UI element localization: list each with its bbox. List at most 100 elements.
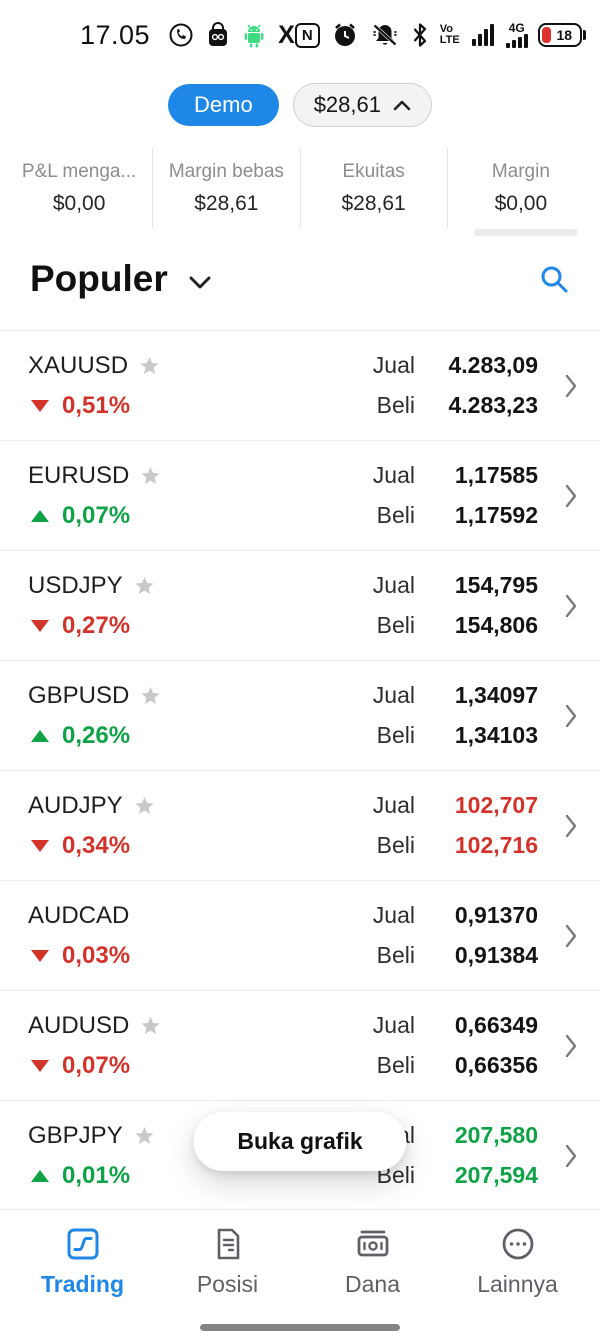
change-percent: 0,07% <box>62 1051 131 1079</box>
nav-lainnya[interactable]: Lainnya <box>445 1220 590 1340</box>
favorite-star-icon[interactable] <box>140 686 161 706</box>
nav-label: Dana <box>345 1271 400 1297</box>
balance-dropdown[interactable]: $28,61 <box>292 83 432 127</box>
search-icon <box>541 266 568 293</box>
chevron-up-icon <box>393 100 411 110</box>
alarm-icon <box>332 22 358 48</box>
trend-down-icon <box>31 949 49 962</box>
android-icon <box>242 22 266 49</box>
change-percent: 0,01% <box>62 1161 131 1189</box>
chevron-right-icon[interactable] <box>564 593 578 619</box>
chevron-right-icon[interactable] <box>564 373 578 399</box>
sell-price[interactable]: 4.283,09 <box>448 352 538 378</box>
chevron-right-icon[interactable] <box>564 1033 578 1059</box>
buy-label: Beli <box>376 502 415 528</box>
volte-icon: Vo LTE <box>439 23 460 46</box>
buy-price[interactable]: 1,34103 <box>454 722 538 748</box>
sell-price[interactable]: 0,66349 <box>454 1012 538 1038</box>
sell-price[interactable]: 154,795 <box>454 572 538 598</box>
watchlist: XAUUSD 0,51% Jual 4.283,09 Beli 4.283,23… <box>0 330 600 1210</box>
summary-value: $28,61 <box>341 191 406 215</box>
trend-down-icon <box>31 839 49 852</box>
buy-price[interactable]: 0,91384 <box>454 942 538 968</box>
home-indicator[interactable] <box>200 1324 400 1331</box>
account-header: Demo $28,61 <box>0 62 600 148</box>
instrument-row[interactable]: GBPUSD 0,26% Jual 1,34097 Beli 1,34103 <box>0 660 600 770</box>
instrument-row[interactable]: AUDCAD 0,03% Jual 0,91370 Beli 0,91384 <box>0 880 600 990</box>
nfc-icon: N <box>294 22 320 48</box>
search-button[interactable] <box>538 263 570 295</box>
account-summary: P&L menga... $0,00 Margin bebas $28,61 E… <box>0 148 600 236</box>
sell-price[interactable]: 0,91370 <box>454 902 538 928</box>
clock-time: 17.05 <box>80 19 151 50</box>
instrument-row[interactable]: USDJPY 0,27% Jual 154,795 Beli 154,806 <box>0 550 600 660</box>
bluetooth-icon <box>412 22 428 48</box>
nav-dana[interactable]: Dana <box>300 1220 445 1340</box>
buy-label: Beli <box>376 392 415 418</box>
symbol-name: AUDUSD <box>28 1011 130 1039</box>
trend-down-icon <box>31 619 49 632</box>
chevron-right-icon[interactable] <box>564 923 578 949</box>
summary-value: $28,61 <box>194 191 259 215</box>
status-bar: 17.05 X N Vo LTE 4G <box>0 0 600 62</box>
buy-price[interactable]: 4.283,23 <box>448 392 538 418</box>
instrument-row[interactable]: AUDJPY 0,34% Jual 102,707 Beli 102,716 <box>0 770 600 880</box>
buy-price[interactable]: 154,806 <box>454 612 538 638</box>
trend-up-icon <box>31 1169 49 1182</box>
symbol-name: USDJPY <box>28 571 123 599</box>
trend-down-icon <box>31 399 49 412</box>
buy-label: Beli <box>376 1052 415 1078</box>
summary-label: Margin <box>491 160 550 182</box>
chevron-right-icon[interactable] <box>564 1143 578 1169</box>
trading-icon <box>67 1228 98 1260</box>
buy-price[interactable]: 207,594 <box>454 1162 538 1188</box>
trend-up-icon <box>31 729 49 742</box>
balance-amount: $28,61 <box>313 92 381 117</box>
sell-price[interactable]: 1,17585 <box>454 462 538 488</box>
chevron-right-icon[interactable] <box>564 813 578 839</box>
signal-4g-icon: 4G <box>505 22 528 48</box>
open-chart-button[interactable]: Buka grafik <box>193 1112 407 1171</box>
favorite-star-icon[interactable] <box>140 1016 161 1036</box>
positions-icon <box>217 1228 239 1260</box>
summary-free-margin: Margin bebas $28,61 <box>152 148 299 228</box>
favorite-star-icon[interactable] <box>134 576 155 596</box>
symbol-name: GBPJPY <box>28 1121 123 1149</box>
summary-equity: Ekuitas $28,61 <box>299 148 447 228</box>
chevron-down-icon[interactable] <box>188 275 212 290</box>
nav-posisi[interactable]: Posisi <box>155 1220 300 1340</box>
buy-price[interactable]: 0,66356 <box>454 1052 538 1078</box>
signal-icon <box>471 24 494 46</box>
funds-icon <box>357 1230 388 1257</box>
sell-price[interactable]: 102,707 <box>454 792 538 818</box>
favorite-star-icon[interactable] <box>134 1126 155 1146</box>
buy-price[interactable]: 102,716 <box>454 832 538 858</box>
nav-label: Trading <box>40 1271 125 1297</box>
summary-value: $0,00 <box>52 191 106 215</box>
sell-label: Jual <box>372 1012 415 1038</box>
favorite-star-icon[interactable] <box>134 796 155 816</box>
store-icon <box>206 22 230 48</box>
sell-price[interactable]: 207,580 <box>454 1122 538 1148</box>
favorite-star-icon[interactable] <box>139 356 160 376</box>
chevron-right-icon[interactable] <box>564 483 578 509</box>
change-percent: 0,26% <box>62 721 131 749</box>
summary-scroll-indicator[interactable] <box>474 229 578 236</box>
summary-value: $0,00 <box>494 191 548 215</box>
favorite-star-icon[interactable] <box>140 466 161 486</box>
summary-margin: Margin $0,00 <box>446 148 594 228</box>
x-icon: X <box>278 20 295 49</box>
sell-price[interactable]: 1,34097 <box>454 682 538 708</box>
account-type-badge[interactable]: Demo <box>168 84 279 126</box>
instrument-row[interactable]: EURUSD 0,07% Jual 1,17585 Beli 1,17592 <box>0 440 600 550</box>
watchlist-title[interactable]: Populer <box>30 258 168 299</box>
instrument-row[interactable]: XAUUSD 0,51% Jual 4.283,09 Beli 4.283,23 <box>0 330 600 440</box>
nav-trading[interactable]: Trading <box>10 1220 155 1340</box>
instrument-row[interactable]: AUDUSD 0,07% Jual 0,66349 Beli 0,66356 <box>0 990 600 1100</box>
change-percent: 0,34% <box>62 831 131 859</box>
chevron-right-icon[interactable] <box>564 703 578 729</box>
sell-label: Jual <box>372 902 415 928</box>
buy-price[interactable]: 1,17592 <box>454 502 538 528</box>
trend-down-icon <box>31 1059 49 1072</box>
bottom-nav: Trading Posisi Dana Lainnya <box>0 1210 600 1340</box>
